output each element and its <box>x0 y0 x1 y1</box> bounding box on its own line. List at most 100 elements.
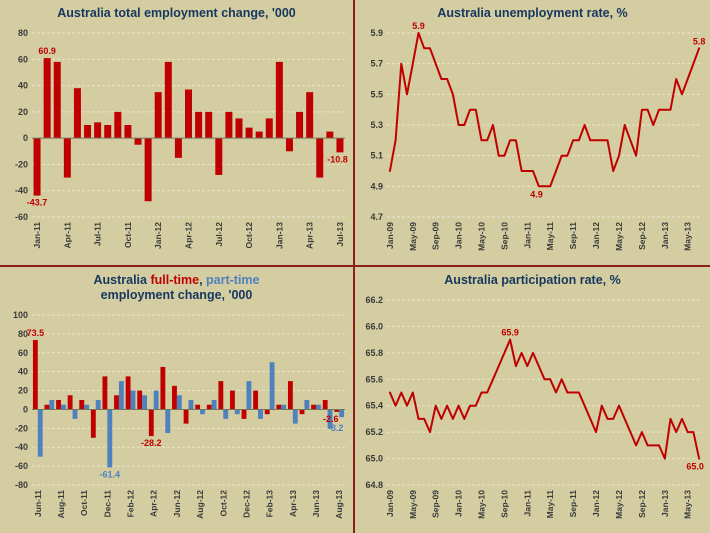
svg-text:-40: -40 <box>15 442 28 452</box>
svg-text:Feb-13: Feb-13 <box>265 490 275 518</box>
fulltime-parttime-title-line1: Australia full-time, part-time <box>0 273 353 288</box>
svg-text:May-13: May-13 <box>683 222 693 251</box>
svg-text:Jan-12: Jan-12 <box>153 222 163 249</box>
svg-text:Jun-11: Jun-11 <box>33 490 43 517</box>
svg-text:80: 80 <box>18 28 28 38</box>
svg-text:0: 0 <box>23 133 28 143</box>
svg-text:5.9: 5.9 <box>412 21 425 31</box>
svg-text:4.9: 4.9 <box>370 181 383 191</box>
fulltime-parttime-chart: -80 -60 -40 -20 0 20 40 60 80 100 Jun-11 Aug-11 Oct-… <box>13 310 345 519</box>
svg-text:5.3: 5.3 <box>370 120 383 130</box>
svg-text:5.1: 5.1 <box>370 151 383 161</box>
svg-text:Jan-12: Jan-12 <box>591 222 601 249</box>
svg-text:73.5: 73.5 <box>27 328 45 338</box>
svg-text:Aug-13: Aug-13 <box>334 490 344 519</box>
svg-text:Apr-12: Apr-12 <box>184 222 194 249</box>
svg-text:Oct-11: Oct-11 <box>123 222 133 248</box>
svg-text:Sep-10: Sep-10 <box>499 222 509 250</box>
svg-text:65.0: 65.0 <box>365 454 383 464</box>
svg-text:Feb-12: Feb-12 <box>126 490 136 518</box>
total-employment-chart: -60 -40 -20 0 20 40 60 80 Jan-11 Apr-11 Jul-11 Oct-… <box>15 28 348 249</box>
svg-text:Jan-09: Jan-09 <box>385 222 395 249</box>
panel-total-employment-change: Australia total employment change, '000 … <box>0 0 355 267</box>
svg-text:65.9: 65.9 <box>501 328 519 338</box>
svg-text:Jan-09: Jan-09 <box>385 490 395 517</box>
svg-text:-60: -60 <box>15 212 28 222</box>
svg-text:Aug-12: Aug-12 <box>195 490 205 519</box>
svg-text:Sep-10: Sep-10 <box>499 490 509 518</box>
title-parttime-label: part-time <box>206 273 260 287</box>
svg-text:Jan-11: Jan-11 <box>522 222 532 249</box>
svg-text:Apr-13: Apr-13 <box>305 222 315 249</box>
participation-rate-chart: 64.8 65.0 65.2 65.4 65.6 65.8 66.0 66.2 Jan-09 Ma… <box>365 295 704 519</box>
svg-text:Sep-12: Sep-12 <box>637 490 647 518</box>
panel-fulltime-parttime-change: Australia full-time, part-time employmen… <box>0 267 355 533</box>
svg-text:Apr-11: Apr-11 <box>62 222 72 249</box>
total-employment-title: Australia total employment change, '000 <box>57 6 296 20</box>
svg-text:Jun-13: Jun-13 <box>311 490 321 518</box>
svg-text:-28.2: -28.2 <box>141 438 162 448</box>
svg-text:4.7: 4.7 <box>370 212 383 222</box>
svg-text:Sep-11: Sep-11 <box>568 222 578 250</box>
svg-text:60.9: 60.9 <box>38 46 56 56</box>
svg-text:64.8: 64.8 <box>365 480 383 490</box>
svg-text:5.7: 5.7 <box>370 59 383 69</box>
svg-text:Sep-09: Sep-09 <box>431 490 441 518</box>
svg-text:65.2: 65.2 <box>365 427 383 437</box>
svg-text:66.2: 66.2 <box>365 295 383 305</box>
svg-text:Aug-11: Aug-11 <box>56 490 66 519</box>
svg-text:5.8: 5.8 <box>693 36 706 46</box>
svg-text:Jan-10: Jan-10 <box>454 222 464 249</box>
svg-text:May-12: May-12 <box>614 222 624 251</box>
svg-text:May-09: May-09 <box>408 490 418 519</box>
svg-text:Dec-12: Dec-12 <box>241 490 251 518</box>
fulltime-parttime-title: Australia full-time, part-time employmen… <box>0 267 353 303</box>
svg-text:20: 20 <box>18 107 28 117</box>
panel-unemployment-rate: Australia unemployment rate, % 4.7 4.9 5.1… <box>355 0 710 267</box>
svg-text:Jan-13: Jan-13 <box>660 222 670 249</box>
svg-text:65.4: 65.4 <box>365 401 383 411</box>
svg-text:Oct-12: Oct-12 <box>244 222 254 249</box>
svg-text:Jun-12: Jun-12 <box>172 490 182 518</box>
title-comma: , <box>199 273 207 287</box>
participation-rate-title: Australia participation rate, % <box>444 273 621 287</box>
svg-text:May-11: May-11 <box>545 490 555 519</box>
svg-text:May-09: May-09 <box>408 222 418 251</box>
unemployment-rate-title: Australia unemployment rate, % <box>437 6 628 20</box>
svg-text:-43.7: -43.7 <box>27 198 48 208</box>
svg-text:May-13: May-13 <box>683 490 693 519</box>
unemployment-rate-chart: 4.7 4.9 5.1 5.3 5.5 5.7 5.9 Jan-09 May-09 Sep-09 J… <box>370 21 706 251</box>
svg-text:-2.6: -2.6 <box>323 414 339 424</box>
svg-text:-80: -80 <box>15 480 28 490</box>
svg-text:80: 80 <box>18 329 28 339</box>
svg-text:Oct-11: Oct-11 <box>79 490 89 516</box>
svg-text:66.0: 66.0 <box>365 321 383 331</box>
svg-text:0: 0 <box>23 404 28 414</box>
title-prefix: Australia <box>93 273 151 287</box>
svg-text:Jul-11: Jul-11 <box>93 222 103 246</box>
svg-text:Apr-12: Apr-12 <box>149 490 159 517</box>
svg-text:Jan-12: Jan-12 <box>591 490 601 517</box>
svg-text:65.0: 65.0 <box>686 462 704 472</box>
svg-text:Jul-13: Jul-13 <box>335 222 345 247</box>
svg-text:4.9: 4.9 <box>530 189 543 199</box>
svg-text:-10.8: -10.8 <box>327 154 348 164</box>
svg-text:-20: -20 <box>15 423 28 433</box>
svg-text:-20: -20 <box>15 159 28 169</box>
svg-text:Jan-13: Jan-13 <box>660 490 670 517</box>
svg-text:-60: -60 <box>15 461 28 471</box>
svg-text:100: 100 <box>13 310 28 320</box>
svg-text:Jul-12: Jul-12 <box>214 222 224 247</box>
svg-text:-61.4: -61.4 <box>100 469 121 479</box>
svg-text:Oct-12: Oct-12 <box>218 490 228 517</box>
svg-text:Jan-11: Jan-11 <box>32 222 42 249</box>
svg-text:May-10: May-10 <box>477 490 487 519</box>
svg-text:40: 40 <box>18 81 28 91</box>
svg-text:5.9: 5.9 <box>370 28 383 38</box>
title-fulltime-label: full-time <box>150 273 200 287</box>
svg-text:65.8: 65.8 <box>365 348 383 358</box>
svg-text:Dec-11: Dec-11 <box>102 490 112 518</box>
svg-text:60: 60 <box>18 54 28 64</box>
svg-text:5.5: 5.5 <box>370 89 383 99</box>
